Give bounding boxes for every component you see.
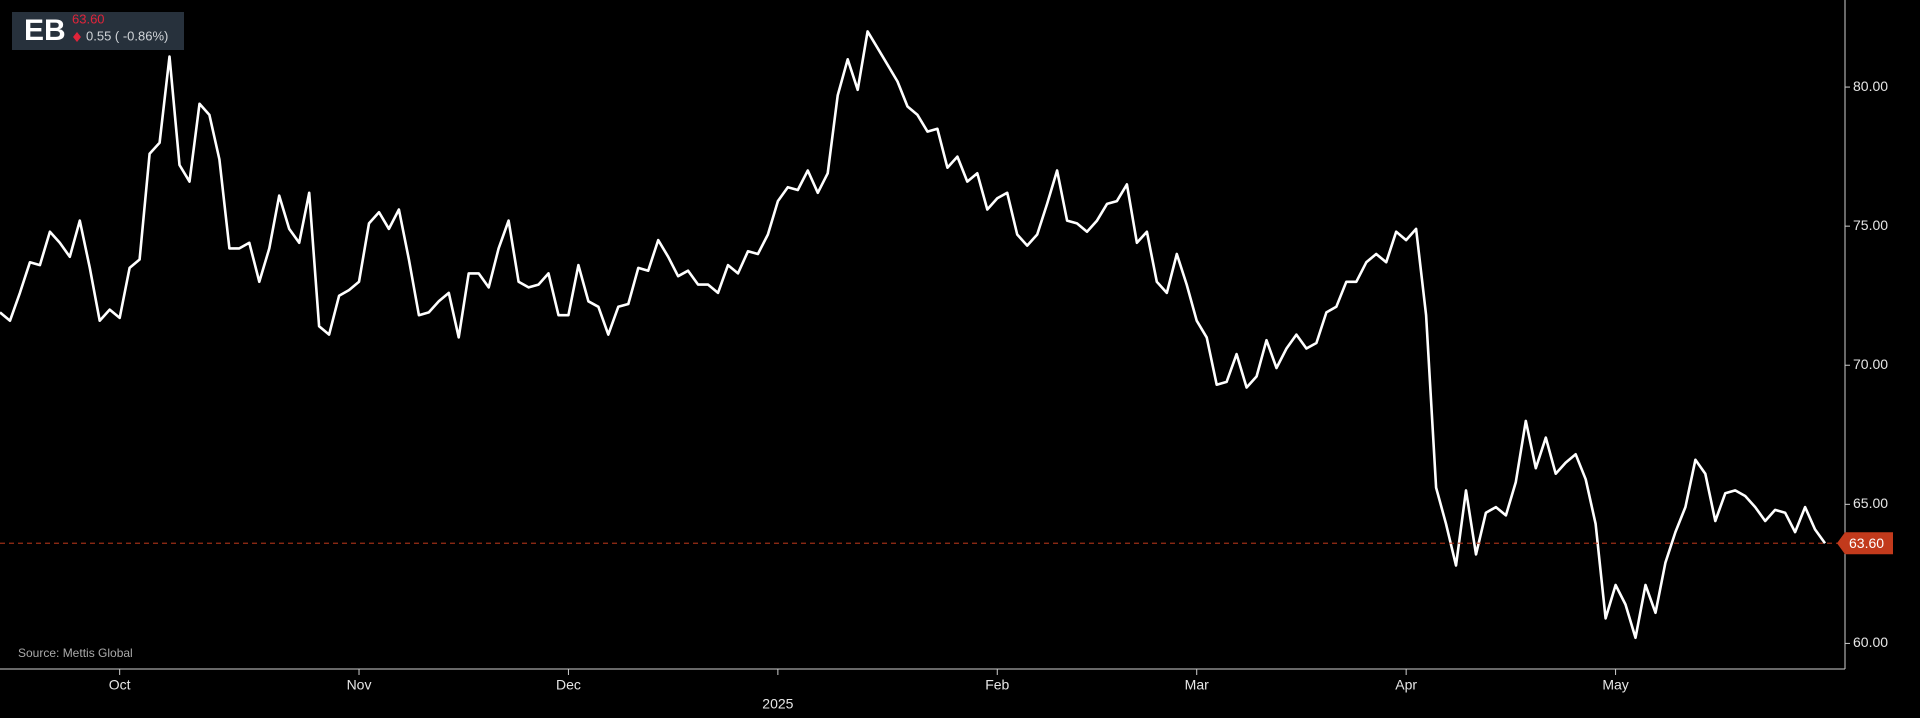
last-value-label: 63.60 bbox=[1849, 535, 1884, 551]
x-tick-label: May bbox=[1602, 677, 1628, 693]
source: Source: Mettis Global bbox=[18, 646, 133, 660]
price-line bbox=[0, 30, 1827, 640]
down-icon bbox=[73, 32, 81, 42]
y-tick-label: 75.00 bbox=[1853, 217, 1888, 233]
ticker-box bbox=[12, 12, 184, 50]
x-tick-label: Feb bbox=[985, 677, 1009, 693]
y-tick-label: 70.00 bbox=[1853, 356, 1888, 372]
x-tick-label: 2025 bbox=[762, 696, 793, 712]
x-tick-label: Oct bbox=[109, 677, 131, 693]
y-tick-label: 65.00 bbox=[1853, 495, 1888, 511]
x-tick-label: Apr bbox=[1395, 677, 1417, 693]
ticker: EB bbox=[24, 14, 66, 47]
x-tick-label: Nov bbox=[347, 677, 372, 693]
x-tick-label: Dec bbox=[556, 677, 581, 693]
price: 63.60 bbox=[72, 11, 105, 26]
change: 0.55 ( -0.86%) bbox=[86, 28, 168, 43]
y-tick-label: 60.00 bbox=[1853, 634, 1888, 650]
last-value-tag bbox=[1837, 532, 1893, 555]
x-tick-label: Mar bbox=[1185, 677, 1209, 693]
y-tick-label: 80.00 bbox=[1853, 78, 1888, 94]
